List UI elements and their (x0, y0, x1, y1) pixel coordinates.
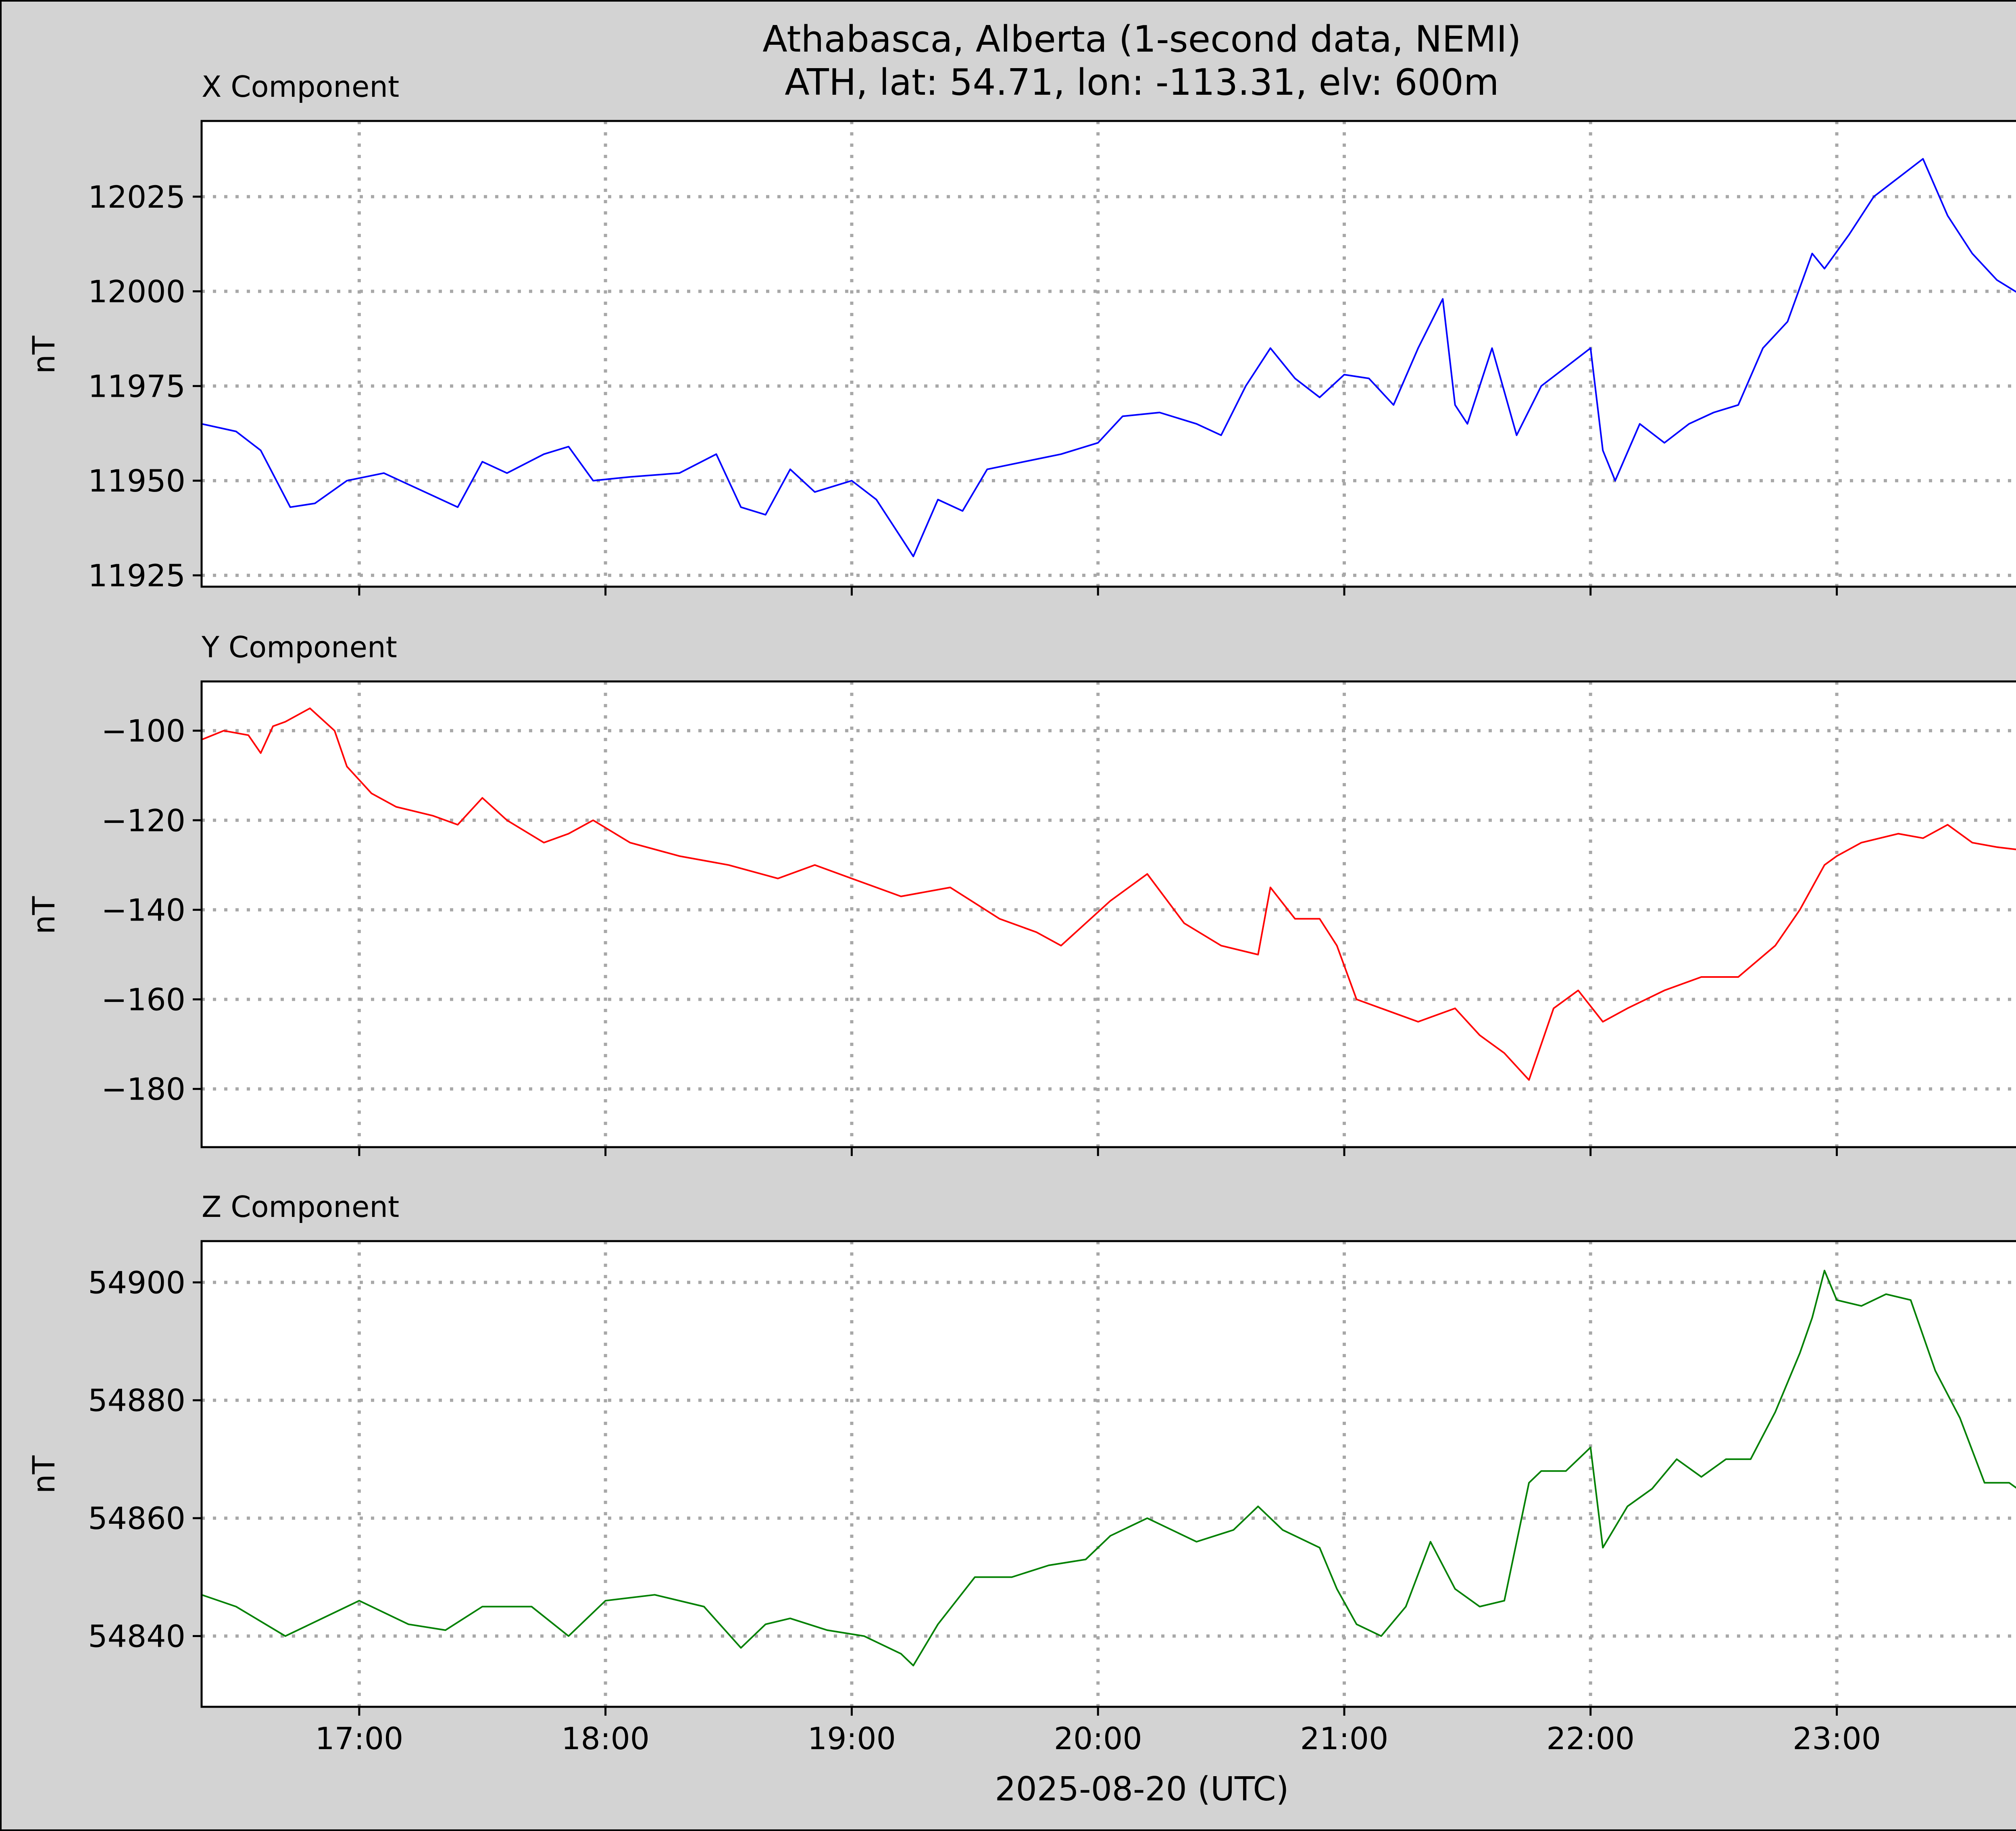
z-ytick-label-2: 54880 (88, 1383, 185, 1419)
x-ytick-label-1: 11950 (88, 463, 185, 499)
z-component-panel: Z Component 54840 54860 54880 54900 nT (26, 1190, 2016, 1716)
x-ytick-label-4: 12025 (88, 179, 185, 215)
z-component-ylabel: nT (26, 1455, 62, 1494)
z-ytick-label-3: 54900 (88, 1264, 185, 1300)
z-component-plot: 54840 54860 54880 54900 (88, 1240, 2016, 1716)
y-component-line (201, 707, 2016, 1081)
x-component-title: X Component (202, 70, 399, 104)
y-ytick-label-1: −120 (101, 802, 185, 838)
y-ytick-label-2: −140 (101, 892, 185, 928)
z-axes-frame (200, 1240, 2016, 1708)
y-axes-frame (200, 680, 2016, 1148)
x-ytick-label-3: 12000 (88, 274, 185, 310)
y-component-plot: −100 −120 −140 −160 −180 (101, 680, 2016, 1156)
z-ytick-label-0: 54840 (88, 1619, 185, 1654)
x-plot-area (202, 121, 2016, 587)
x-tick-label-1: 18:00 (561, 1721, 650, 1756)
z-ytick-label-1: 54860 (88, 1500, 185, 1536)
x-tick-label-0: 17:00 (315, 1721, 403, 1756)
y-ytick-label-4: −180 (101, 1071, 185, 1107)
x-component-plot: 11925 11950 11975 12000 12025 (88, 120, 2016, 596)
z-component-line (201, 1270, 2016, 1666)
y-component-title: Y Component (201, 630, 397, 664)
x-component-ylabel: nT (26, 335, 62, 374)
x-tick-label-6: 23:00 (1793, 1721, 1881, 1756)
x-tick-label-4: 21:00 (1300, 1721, 1388, 1756)
figure-title-line2: ATH, lat: 54.71, lon: -113.31, elv: 600m (785, 61, 1499, 104)
x-ytick-label-0: 11925 (88, 558, 185, 594)
y-ytick-label-0: −100 (101, 713, 185, 749)
figure-title-line1: Athabasca, Alberta (1-second data, NEMI) (762, 18, 1521, 60)
x-ytick-label-2: 11975 (88, 368, 185, 404)
x-component-line (201, 158, 2016, 557)
x-component-panel: X Component 11925 11950 11975 12000 12025 nT (26, 70, 2016, 596)
x-axis-label: 2025-08-20 (UTC) (995, 1770, 1289, 1808)
x-tick-labels: 17:00 18:00 19:00 20:00 21:00 22:00 23:00 (315, 1721, 1881, 1756)
x-tick-label-5: 22:00 (1546, 1721, 1635, 1756)
z-plot-area (202, 1241, 2016, 1707)
x-axes-frame (200, 120, 2016, 588)
y-component-panel: Y Component −100 −120 −140 −160 −180 nT (26, 630, 2016, 1156)
x-tick-label-3: 20:00 (1054, 1721, 1142, 1756)
y-plot-area (202, 681, 2016, 1147)
z-component-title: Z Component (202, 1190, 399, 1224)
y-ytick-label-3: −160 (101, 982, 185, 1018)
y-component-ylabel: nT (26, 896, 62, 934)
x-tick-label-2: 19:00 (808, 1721, 896, 1756)
